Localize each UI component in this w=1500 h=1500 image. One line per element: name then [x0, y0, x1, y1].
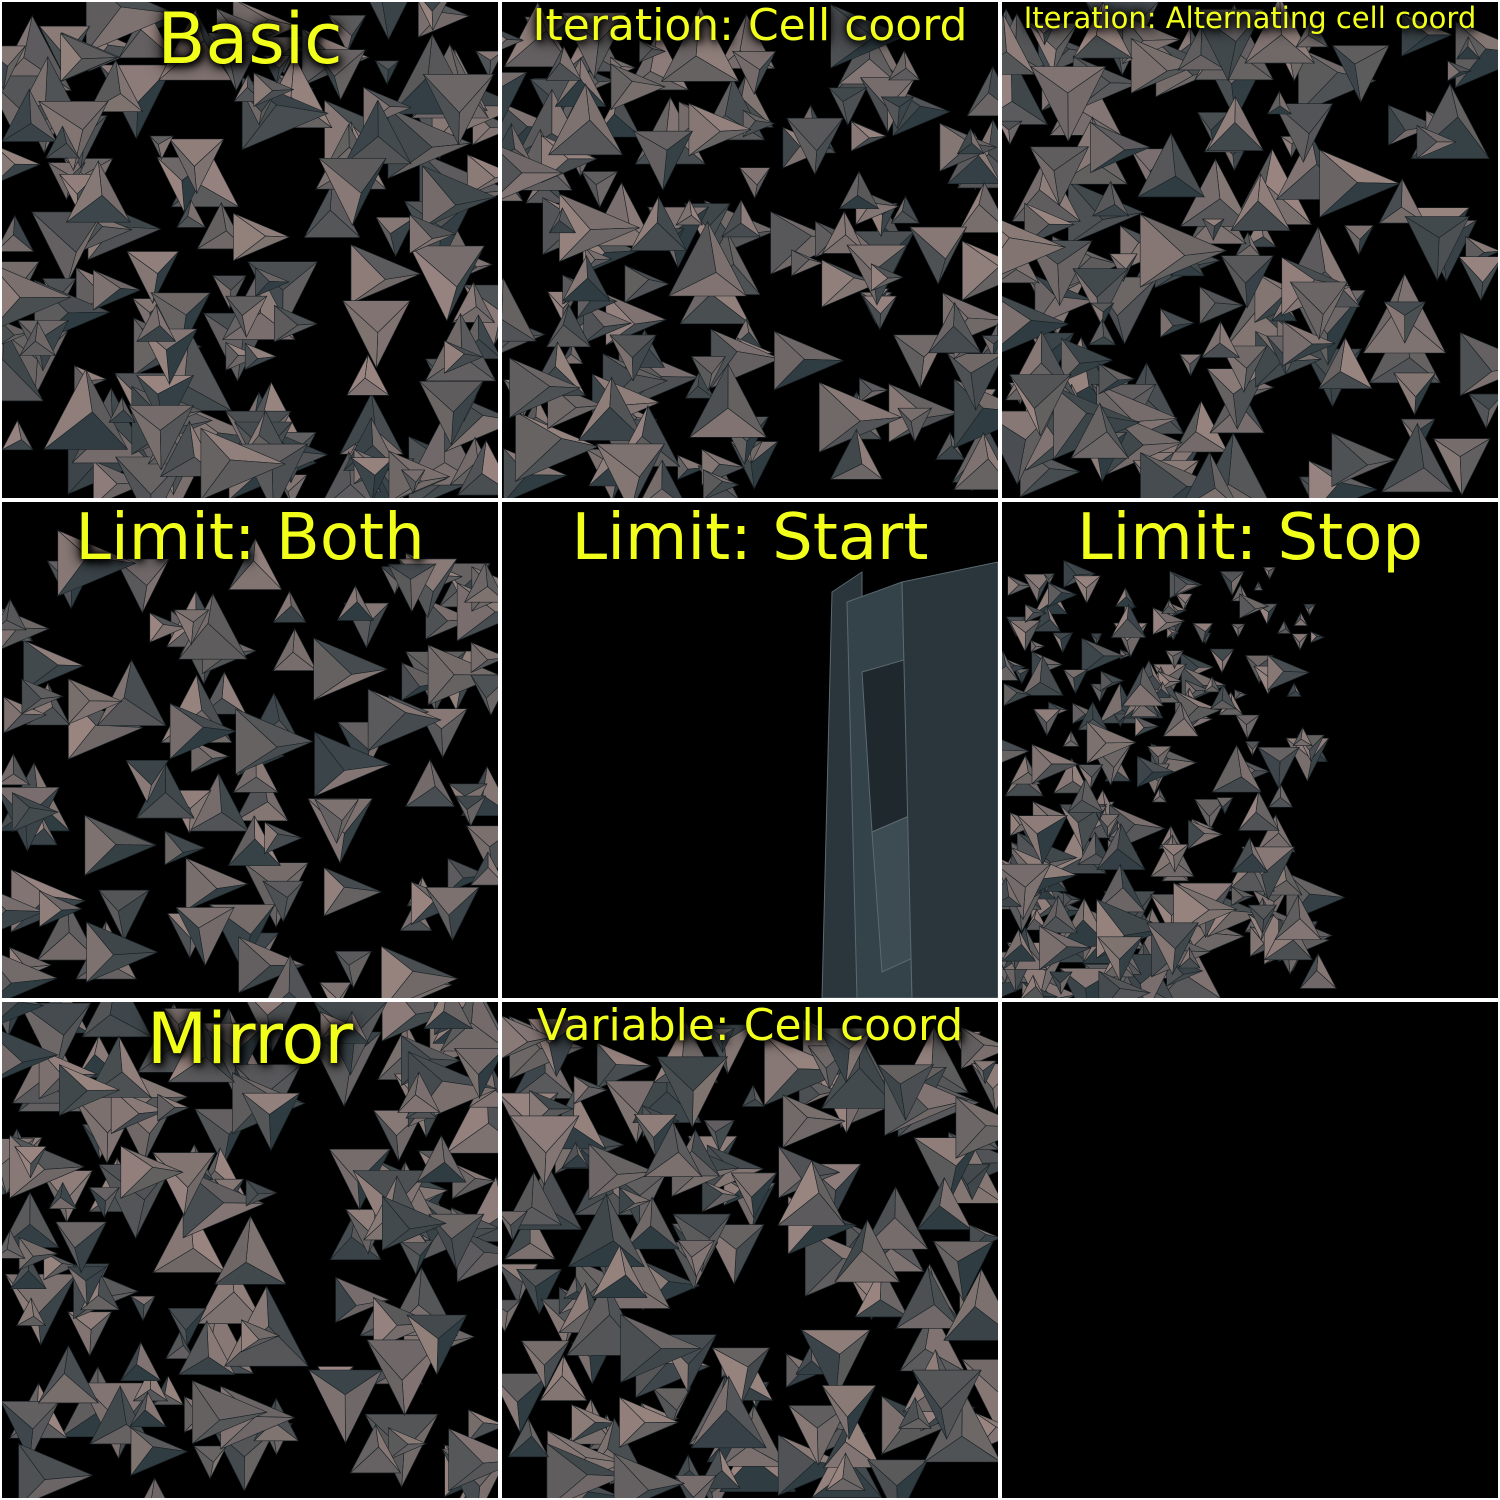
render-mirror: [2, 1002, 498, 1498]
panel-caption: Iteration: Cell coord: [532, 2, 968, 51]
render-iteration-alternating: [1002, 2, 1498, 498]
panel-iteration-cell-coord: Iteration: Cell coord: [502, 2, 998, 498]
render-limit-both: [2, 529, 498, 998]
panel-limit-stop: Limit: Stop: [1002, 502, 1498, 998]
panel-caption: Limit: Stop: [1076, 502, 1424, 575]
panel-caption: Iteration: Alternating cell coord: [1023, 2, 1477, 35]
render-limit-start: [821, 561, 998, 998]
panel-variable-cell-coord: Variable: Cell coord: [502, 1002, 998, 1498]
panel-caption: Limit: Start: [571, 502, 929, 575]
panel-caption: Limit: Both: [75, 502, 425, 575]
panel-mirror: Mirror: [2, 1002, 498, 1498]
render-iteration-cell-coord: [502, 2, 998, 498]
panel-caption: Basic: [157, 2, 343, 80]
render-variable-cell-coord: [502, 1015, 998, 1498]
panel-caption: Variable: Cell coord: [536, 1002, 964, 1051]
panel-limit-both: Limit: Both: [2, 502, 498, 998]
panel-basic: Basic: [2, 2, 498, 498]
render-empty: [1002, 1002, 1498, 1498]
render-limit-stop: [1002, 559, 1346, 998]
panel-iteration-alternating: Iteration: Alternating cell coord: [1002, 2, 1498, 498]
panel-limit-start: Limit: Start: [502, 502, 998, 998]
panel-caption: Mirror: [146, 1002, 354, 1080]
render-basic: [2, 2, 498, 498]
panel-empty: [1002, 1002, 1498, 1498]
